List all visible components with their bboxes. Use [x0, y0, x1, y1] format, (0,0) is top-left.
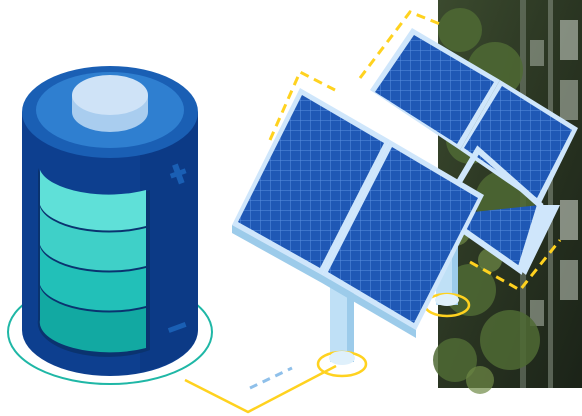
minus-icon	[167, 322, 187, 333]
plus-icon	[169, 163, 187, 185]
battery-icon	[7, 66, 213, 385]
dashed-link	[249, 366, 293, 390]
connector-line	[184, 364, 337, 414]
solar-panel-icon	[232, 10, 578, 378]
